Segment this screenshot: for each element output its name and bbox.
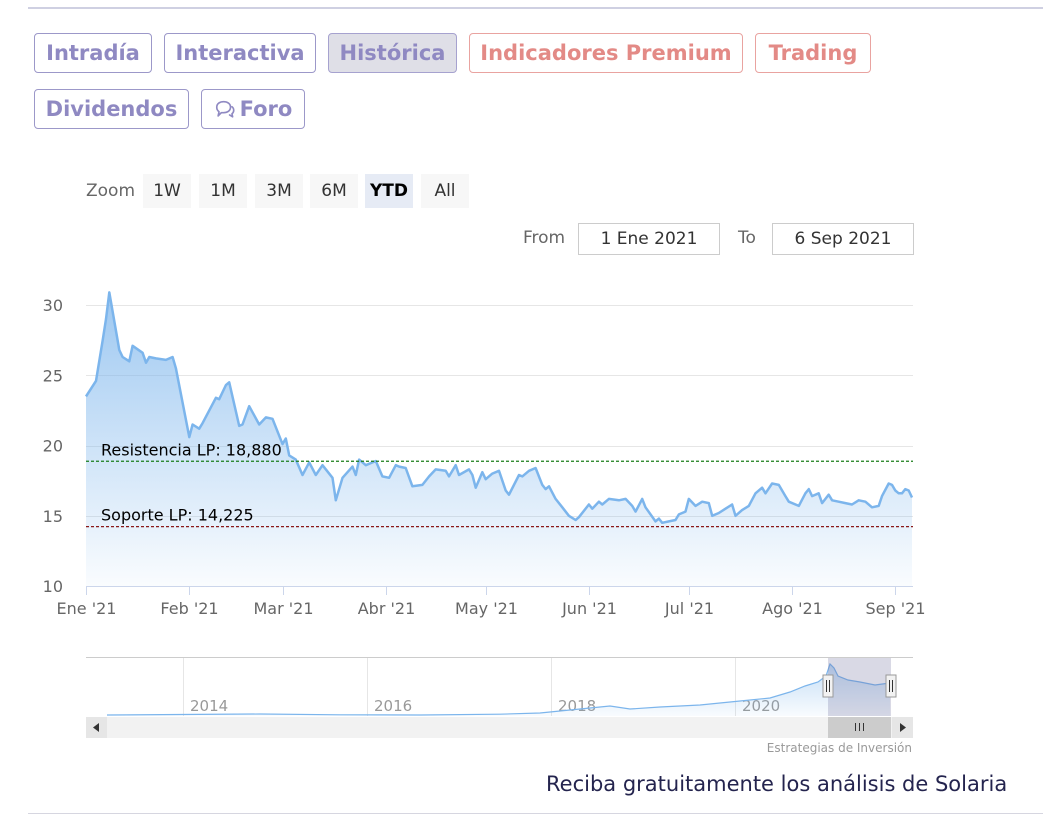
range-button-6m[interactable]: 6M [310,174,358,208]
chart-credit[interactable]: Estrategias de Inversión [767,741,912,755]
y-tick-label: 20 [43,437,63,456]
from-date-input[interactable]: 1 Ene 2021 [578,223,720,255]
x-tick-label: Mar '21 [253,599,313,618]
y-tick-label: 15 [43,507,63,526]
tab-historica[interactable]: Histórica [328,33,457,73]
x-tick-label: Sep '21 [866,599,926,618]
x-tick-label: Jul '21 [664,599,714,618]
navigator[interactable]: 2014 2016 2018 2020 [86,657,913,717]
tab-label: Intradía [46,41,140,65]
x-tick-label: Abr '21 [358,599,416,618]
x-tick-label: May '21 [455,599,518,618]
y-tick-label: 30 [43,296,63,315]
x-tick-label: Ago '21 [762,599,823,618]
price-series [84,291,914,586]
range-button-3m[interactable]: 3M [255,174,303,208]
resistance-label: Resistencia LP: 18,880 [101,440,282,459]
navigator-handle-left[interactable] [822,674,834,698]
tab-dividendos[interactable]: Dividendos [34,89,189,129]
zoom-label: Zoom [86,181,136,201]
top-divider [28,7,1043,9]
navigator-scrollbar[interactable] [86,717,913,738]
range-button-1m[interactable]: 1M [199,174,247,208]
y-tick-label: 10 [43,577,63,596]
speech-bubbles-icon [215,100,235,118]
range-button-all[interactable]: All [421,174,469,208]
arrow-left-icon [93,723,99,732]
tab-indicadores-premium[interactable]: Indicadores Premium [469,33,743,73]
x-axis: Ene '21 Feb '21 Mar '21 Abr '21 May '21 Jun '… [57,586,926,618]
price-line [84,291,914,525]
tab-label: Trading [768,41,858,65]
navigator-handle-right[interactable] [885,674,897,698]
tab-label: Interactiva [175,41,305,65]
support-label: Soporte LP: 14,225 [101,506,254,525]
x-tick-label: Ene '21 [57,599,117,618]
tab-label: Dividendos [45,97,178,121]
scrollbar-thumb[interactable] [828,717,891,738]
tab-foro[interactable]: Foro [201,89,305,129]
navigator-selection[interactable] [828,658,891,716]
navigator-year-label: 2014 [190,697,228,715]
y-axis: 10 15 20 25 30 [43,296,63,596]
to-date-input[interactable]: 6 Sep 2021 [772,223,914,255]
tab-label: Foro [239,97,293,121]
tab-trading[interactable]: Trading [755,33,871,73]
y-tick-label: 25 [43,366,63,385]
scroll-right-button[interactable] [892,717,913,738]
navigator-year-label: 2016 [374,697,412,715]
scroll-left-button[interactable] [86,717,107,738]
to-label: To [738,228,756,248]
tab-intradia[interactable]: Intradía [34,33,152,73]
range-button-ytd[interactable]: YTD [365,174,413,208]
grip-icon [855,723,864,731]
price-area [86,292,912,586]
range-button-1w[interactable]: 1W [143,174,191,208]
reference-lines: Resistencia LP: 18,880 Soporte LP: 14,225 [86,440,913,528]
navigator-year-label: 2018 [558,697,596,715]
bottom-divider [28,813,1043,814]
x-tick-label: Feb '21 [160,599,218,618]
from-label: From [523,228,566,248]
x-tick-label: Jun '21 [561,599,617,618]
chart-grid [86,305,913,587]
navigator-year-label: 2020 [742,697,780,715]
cta-text[interactable]: Reciba gratuitamente los análisis de Sol… [546,772,1008,796]
tab-label: Histórica [339,41,446,65]
tab-label: Indicadores Premium [480,41,732,65]
arrow-right-icon [900,723,906,732]
tab-interactiva[interactable]: Interactiva [164,33,316,73]
